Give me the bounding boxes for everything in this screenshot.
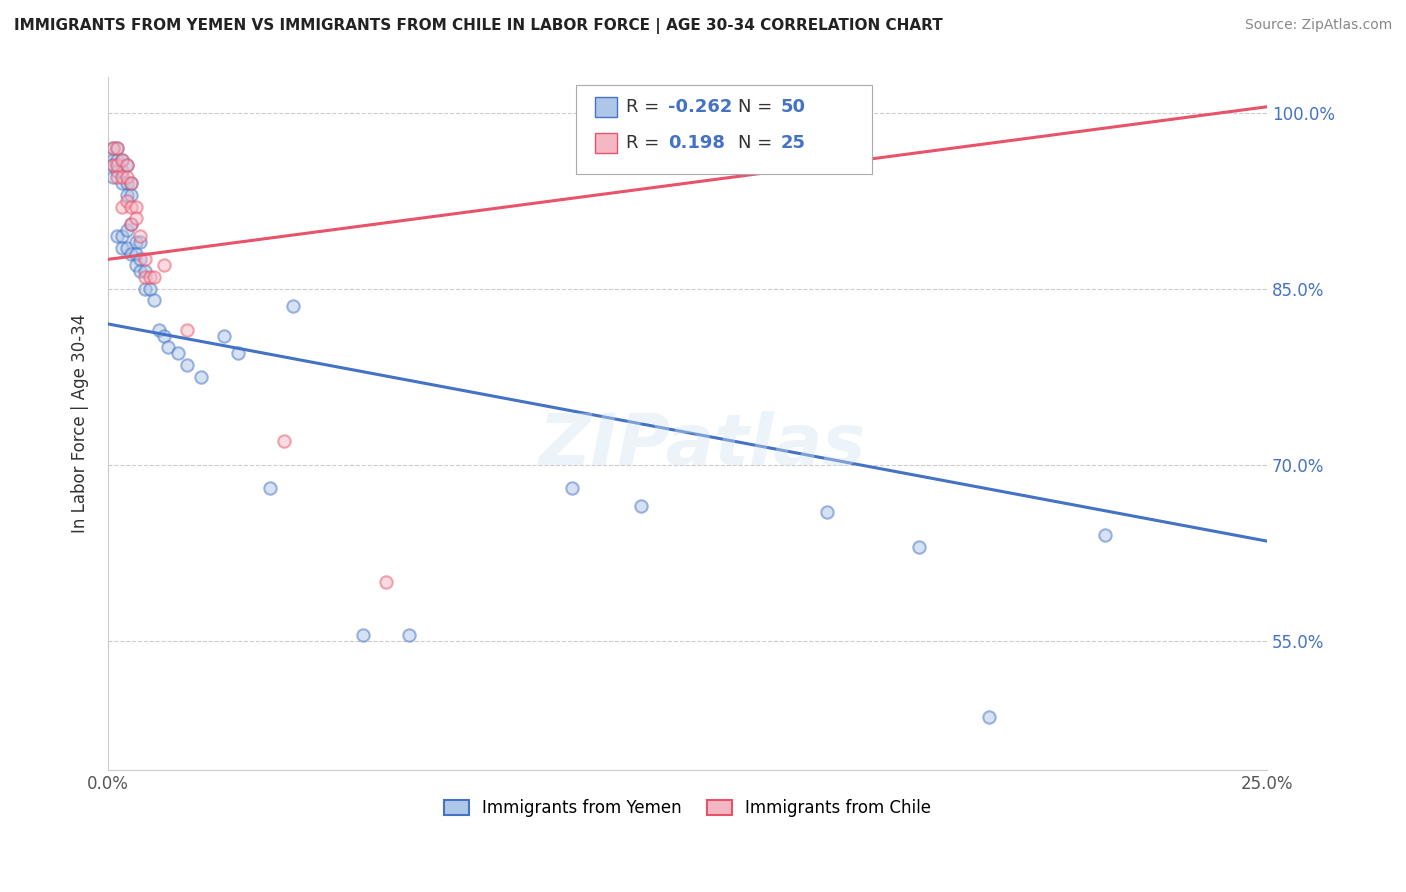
Point [105,228,128,243]
Point [152,328,174,343]
Point [111,228,134,243]
Point [152,258,174,272]
Point [212,328,235,343]
Point [134,252,156,267]
Text: R =: R = [626,134,665,152]
Point [176,323,198,337]
Point [115,159,138,173]
Point [129,228,152,243]
Point [125,258,148,272]
Point [111,176,134,190]
Point [120,246,142,260]
Point [115,187,138,202]
Point [101,141,124,155]
Point [120,217,142,231]
Point [166,346,188,360]
Point [120,200,142,214]
Point [105,141,128,155]
Text: R =: R = [626,98,665,116]
Text: ZIPatlas: ZIPatlas [540,411,866,481]
Point [1094,528,1116,542]
Point [115,176,138,190]
Point [375,575,398,590]
Point [120,217,142,231]
Point [120,176,142,190]
Y-axis label: In Labor Force | Age 30-34: In Labor Force | Age 30-34 [72,314,89,533]
Point [561,481,583,495]
Point [138,282,160,296]
Text: N =: N = [738,98,778,116]
Point [115,194,138,208]
Point [148,323,170,337]
Point [352,628,374,642]
Point [125,246,148,260]
Point [115,159,138,173]
Point [143,293,166,308]
Point [190,369,212,384]
Legend: Immigrants from Yemen, Immigrants from Chile: Immigrants from Yemen, Immigrants from C… [437,793,938,824]
Point [101,159,124,173]
Text: N =: N = [738,134,778,152]
Point [129,264,152,278]
Point [115,241,138,255]
Point [134,264,156,278]
Text: 25: 25 [780,134,806,152]
Text: Source: ZipAtlas.com: Source: ZipAtlas.com [1244,18,1392,32]
Point [138,270,160,285]
Point [226,346,249,360]
Point [101,153,124,167]
Point [111,153,134,167]
Point [105,159,128,173]
Point [815,505,838,519]
Point [125,211,148,226]
Point [908,540,931,554]
Point [101,170,124,185]
Point [105,164,128,178]
Point [120,187,142,202]
Point [101,141,124,155]
Point [129,252,152,267]
Point [125,200,148,214]
Point [105,141,128,155]
Point [157,340,180,354]
Point [101,159,124,173]
Point [111,153,134,167]
Text: 0.198: 0.198 [668,134,725,152]
Point [398,628,420,642]
Point [134,270,156,285]
Point [176,358,198,372]
Point [129,235,152,249]
Point [259,481,281,495]
Text: -0.262: -0.262 [668,98,733,116]
Point [111,241,134,255]
Point [120,176,142,190]
Point [143,270,166,285]
Point [125,235,148,249]
Point [115,170,138,185]
Point [273,434,295,449]
Point [115,223,138,237]
Point [105,170,128,185]
Text: IMMIGRANTS FROM YEMEN VS IMMIGRANTS FROM CHILE IN LABOR FORCE | AGE 30-34 CORREL: IMMIGRANTS FROM YEMEN VS IMMIGRANTS FROM… [14,18,943,34]
Text: 50: 50 [780,98,806,116]
Point [111,170,134,185]
Point [111,164,134,178]
Point [283,299,305,313]
Point [105,153,128,167]
Point [111,200,134,214]
Point [977,710,1000,724]
Point [134,282,156,296]
Point [630,499,652,513]
